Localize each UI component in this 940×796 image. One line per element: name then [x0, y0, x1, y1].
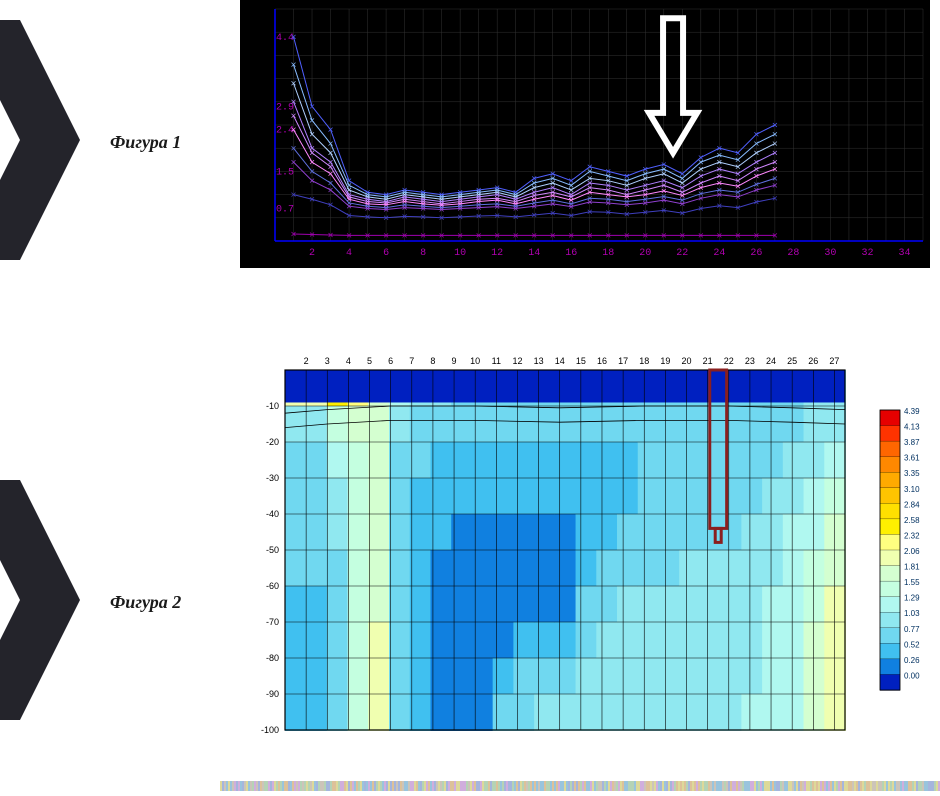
svg-text:2.32: 2.32 [904, 531, 920, 540]
svg-text:1.5: 1.5 [276, 167, 294, 178]
svg-text:23: 23 [745, 356, 755, 366]
contour-chart: 2345678910111213141516171819202122232425… [240, 350, 930, 750]
svg-text:3.87: 3.87 [904, 438, 920, 447]
svg-text:24: 24 [713, 248, 725, 259]
svg-text:6: 6 [383, 248, 389, 259]
svg-text:11: 11 [492, 356, 501, 366]
svg-text:4: 4 [346, 356, 351, 366]
chevron-decor-2 [0, 480, 80, 720]
svg-text:3.61: 3.61 [904, 454, 920, 463]
svg-text:2.58: 2.58 [904, 516, 920, 525]
svg-text:12: 12 [491, 248, 503, 259]
svg-text:-80: -80 [266, 653, 279, 663]
svg-text:14: 14 [555, 356, 565, 366]
svg-text:5: 5 [367, 356, 372, 366]
svg-text:32: 32 [861, 248, 873, 259]
svg-text:2.84: 2.84 [904, 500, 920, 509]
svg-text:1.81: 1.81 [904, 563, 920, 572]
svg-text:16: 16 [565, 248, 577, 259]
svg-text:3.35: 3.35 [904, 469, 920, 478]
svg-text:9: 9 [452, 356, 457, 366]
svg-text:0.00: 0.00 [904, 671, 920, 680]
svg-text:21: 21 [703, 356, 713, 366]
svg-text:6: 6 [388, 356, 393, 366]
svg-text:-20: -20 [266, 437, 279, 447]
svg-text:-60: -60 [266, 581, 279, 591]
svg-text:-40: -40 [266, 509, 279, 519]
svg-text:-10: -10 [266, 401, 279, 411]
svg-text:34: 34 [898, 248, 910, 259]
svg-text:2: 2 [304, 356, 309, 366]
svg-text:0.26: 0.26 [904, 656, 920, 665]
svg-text:30: 30 [824, 248, 836, 259]
svg-text:4.13: 4.13 [904, 423, 920, 432]
svg-text:13: 13 [534, 356, 544, 366]
line-chart: 2468101214161820222426283032340.71.52.42… [240, 0, 930, 268]
svg-text:-100: -100 [261, 725, 279, 735]
svg-text:22: 22 [676, 248, 688, 259]
svg-text:15: 15 [576, 356, 586, 366]
svg-text:2.9: 2.9 [276, 102, 294, 113]
svg-text:2: 2 [309, 248, 315, 259]
svg-text:2.06: 2.06 [904, 547, 920, 556]
figure2-label: Фигура 2 [110, 592, 181, 613]
svg-text:24: 24 [766, 356, 776, 366]
svg-text:8: 8 [420, 248, 426, 259]
svg-text:18: 18 [639, 356, 649, 366]
chevron-decor-1 [0, 20, 80, 260]
svg-text:0.77: 0.77 [904, 625, 920, 634]
svg-text:17: 17 [618, 356, 628, 366]
svg-text:25: 25 [787, 356, 797, 366]
svg-text:4.4: 4.4 [276, 33, 294, 44]
svg-text:8: 8 [430, 356, 435, 366]
svg-text:-90: -90 [266, 689, 279, 699]
svg-text:0.52: 0.52 [904, 640, 920, 649]
svg-text:4: 4 [346, 248, 352, 259]
svg-text:1.55: 1.55 [904, 578, 920, 587]
svg-text:12: 12 [512, 356, 522, 366]
svg-text:19: 19 [660, 356, 670, 366]
svg-text:18: 18 [602, 248, 614, 259]
svg-text:10: 10 [454, 248, 466, 259]
svg-text:14: 14 [528, 248, 540, 259]
svg-text:3.10: 3.10 [904, 485, 920, 494]
svg-text:16: 16 [597, 356, 607, 366]
svg-text:10: 10 [470, 356, 480, 366]
svg-text:7: 7 [409, 356, 414, 366]
svg-text:-50: -50 [266, 545, 279, 555]
svg-text:2.4: 2.4 [276, 126, 294, 137]
svg-text:3: 3 [325, 356, 330, 366]
decorative-strip [220, 778, 940, 788]
svg-text:22: 22 [724, 356, 734, 366]
svg-text:-70: -70 [266, 617, 279, 627]
figure1-label: Фигура 1 [110, 132, 181, 153]
svg-text:-30: -30 [266, 473, 279, 483]
svg-text:20: 20 [639, 248, 651, 259]
svg-text:0.7: 0.7 [276, 205, 294, 216]
svg-text:27: 27 [829, 356, 839, 366]
svg-text:1.29: 1.29 [904, 594, 920, 603]
svg-text:26: 26 [750, 248, 762, 259]
svg-text:20: 20 [682, 356, 692, 366]
svg-text:4.39: 4.39 [904, 407, 920, 416]
svg-text:26: 26 [808, 356, 818, 366]
svg-text:28: 28 [787, 248, 799, 259]
svg-text:1.03: 1.03 [904, 609, 920, 618]
